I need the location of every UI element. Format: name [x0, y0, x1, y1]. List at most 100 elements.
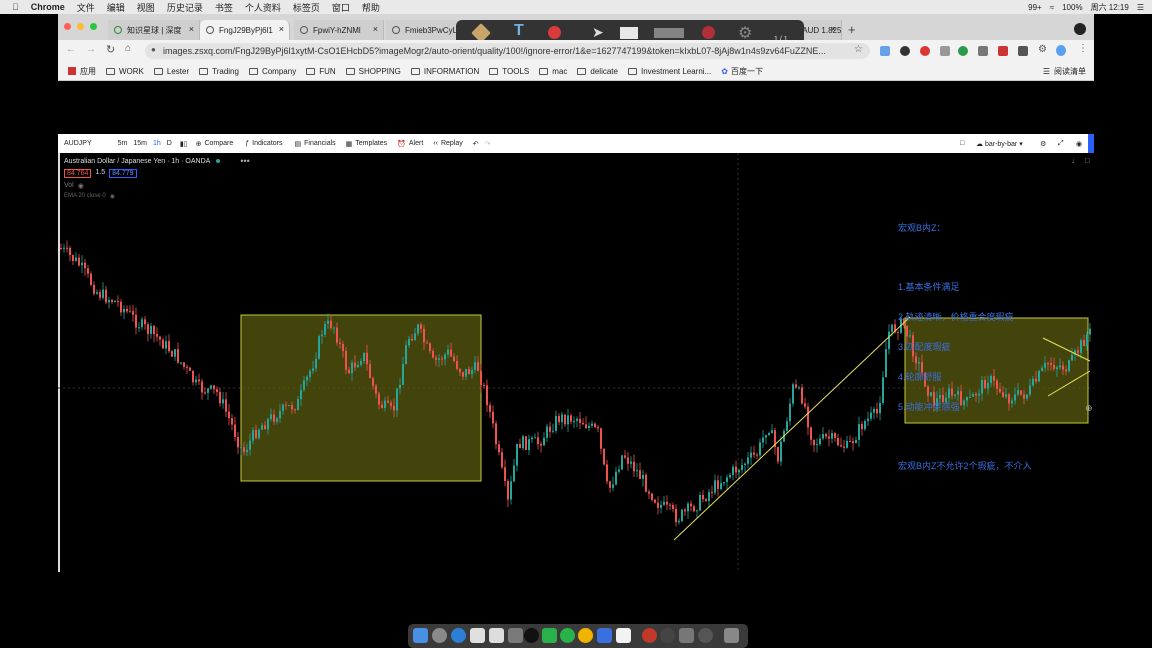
compare-plus-icon[interactable]: ⊕ [195, 140, 202, 148]
extension-icon[interactable] [998, 46, 1008, 56]
bid-price[interactable]: 84.764 [64, 169, 92, 178]
bookmark-star-icon[interactable]: ☆ [854, 44, 863, 55]
eye-icon[interactable]: ◉ [109, 194, 115, 200]
bookmark-folder-lester[interactable]: Lester [153, 67, 189, 76]
eye-icon[interactable]: ◉ [77, 183, 84, 190]
tab-image-2[interactable]: FpwiY-hZNMl × [294, 20, 384, 40]
menu-profile[interactable]: 个人资料 [238, 2, 281, 13]
tab-zsxq[interactable]: 知识星球 | 深度 × [108, 20, 200, 40]
alert-button[interactable]: Alert [408, 140, 424, 147]
textedit-icon[interactable] [616, 628, 631, 643]
indicators-button[interactable]: Indicators [252, 140, 283, 147]
qq-icon[interactable] [524, 628, 539, 643]
extension-icon[interactable] [958, 46, 968, 56]
trash-icon[interactable] [724, 628, 739, 643]
netease-music-icon[interactable] [642, 628, 657, 643]
bar-by-bar-dropdown[interactable]: ☁ bar-by-bar ▾ [976, 140, 1023, 148]
extension-icon[interactable] [1018, 46, 1028, 56]
menu-bookmarks[interactable]: 书签 [208, 2, 233, 13]
mail-icon[interactable] [597, 628, 612, 643]
bookmark-folder-work[interactable]: WORK [106, 67, 144, 76]
tab-active-image[interactable]: FngJ29ByPj6l1 × [200, 20, 290, 40]
menu-view[interactable]: 视图 [130, 2, 155, 13]
menu-history[interactable]: 历史记录 [160, 2, 203, 13]
alert-clock-icon[interactable]: ⏰ [397, 140, 406, 148]
color-picker-icon[interactable] [548, 26, 561, 39]
financials-icon[interactable]: ▤ [294, 140, 302, 148]
extension-icon[interactable] [920, 46, 930, 56]
wechat-icon[interactable] [542, 628, 557, 643]
candlestick-chart[interactable] [58, 153, 1094, 572]
settings-gear-icon[interactable]: ⚙ [1040, 140, 1047, 148]
scroll-down-arrow-icon[interactable]: ↓ [1071, 156, 1075, 165]
bookmark-folder-trading[interactable]: Trading [199, 67, 239, 76]
avatar[interactable] [1056, 45, 1066, 56]
close-tab-icon[interactable]: × [188, 24, 194, 34]
translate-extension-icon[interactable] [880, 46, 890, 56]
replay-button[interactable]: Replay [440, 140, 463, 147]
menu-app-name[interactable]: Chrome [24, 2, 65, 12]
crosshair-plus-icon[interactable]: ⊕ [1085, 403, 1093, 413]
menu-file[interactable]: 文件 [70, 2, 95, 13]
tab-image-3[interactable]: Fmieb3PwCyL [386, 20, 470, 40]
app-icon[interactable] [698, 628, 713, 643]
apple-icon[interactable]:  [12, 2, 19, 12]
bookmark-folder-shopping[interactable]: SHOPPING [345, 67, 401, 76]
back-arrow-icon[interactable]: ← [66, 44, 76, 55]
text-tool-icon[interactable]: T [514, 22, 524, 39]
zoom-window-button[interactable] [90, 23, 97, 30]
reading-list[interactable]: ☰ 阅读清单 [1043, 66, 1086, 77]
minimize-window-button[interactable] [77, 23, 84, 30]
close-tab-icon[interactable]: × [830, 24, 836, 34]
bookmark-folder-delicate[interactable]: delicate [577, 67, 618, 76]
interval-d[interactable]: D [166, 140, 172, 147]
menu-help[interactable]: 帮助 [355, 2, 380, 13]
rectangle-tool-icon[interactable] [620, 27, 638, 39]
messages-icon[interactable] [560, 628, 575, 643]
close-tab-icon[interactable]: × [278, 24, 284, 34]
symbol-search[interactable]: AUDJPY [64, 140, 92, 147]
extension-icon[interactable] [978, 46, 988, 56]
wifi-icon[interactable]: ≈ [1049, 2, 1055, 12]
financials-button[interactable]: Financials [304, 140, 336, 147]
control-center-icon[interactable]: ☰ [1136, 2, 1144, 12]
extensions-puzzle-icon[interactable]: ⚙ [1038, 44, 1047, 55]
more-options-icon[interactable]: ••• [240, 156, 250, 166]
menu-tabs[interactable]: 标签页 [286, 2, 320, 13]
settings-gear-icon[interactable]: ⚙ [738, 25, 753, 42]
new-tab-button[interactable]: + [848, 22, 856, 37]
redo-icon[interactable]: ↷ [484, 140, 491, 148]
chrome-icon[interactable] [578, 628, 593, 643]
interval-1h[interactable]: 1h [152, 140, 161, 147]
bookmark-folder-company[interactable]: Company [248, 67, 296, 76]
clock[interactable]: 周六 12:19 [1090, 2, 1129, 12]
bookmark-folder-fun[interactable]: FUN [306, 67, 336, 76]
address-bar[interactable]: images.zsxq.com/FngJ29ByPj6l1xytM-CsO1EH… [145, 43, 870, 59]
pointer-tool-icon[interactable]: ➤ [592, 24, 604, 40]
interval-15m[interactable]: 15m [133, 140, 147, 147]
chart-type-icon[interactable]: ▮▯ [179, 140, 188, 148]
battery-percent[interactable]: 100% [1062, 2, 1083, 12]
app-icon[interactable] [679, 628, 694, 643]
layout-square-icon[interactable]: □ [960, 140, 965, 147]
ask-price[interactable]: 84.779 [109, 169, 137, 178]
bookmark-folder-mac[interactable]: mac [539, 67, 567, 76]
templates-icon[interactable]: ▦ [345, 140, 353, 148]
finder-icon[interactable] [413, 628, 428, 643]
indicators-fx-icon[interactable]: ƒ [245, 140, 250, 147]
publish-button[interactable] [1088, 134, 1094, 153]
extension-icon[interactable] [900, 46, 910, 56]
bookmark-baidu[interactable]: ✿ 百度一下 [721, 66, 763, 77]
reload-icon[interactable]: ↻ [106, 44, 116, 56]
chrome-menu-icon[interactable]: ⋮ [1078, 43, 1088, 54]
profile-menu-icon[interactable] [1074, 23, 1086, 35]
notification-badge[interactable]: 99+ [1028, 2, 1042, 12]
bookmark-apps[interactable]: 应用 [68, 66, 96, 77]
close-window-button[interactable] [64, 23, 71, 30]
extension-icon[interactable] [940, 46, 950, 56]
notes-icon[interactable] [489, 628, 504, 643]
forward-arrow-icon[interactable]: → [86, 44, 96, 55]
undo-icon[interactable]: ↶ [472, 140, 479, 148]
blur-tool-icon[interactable] [654, 28, 684, 38]
home-icon[interactable]: ⌂ [125, 43, 132, 54]
